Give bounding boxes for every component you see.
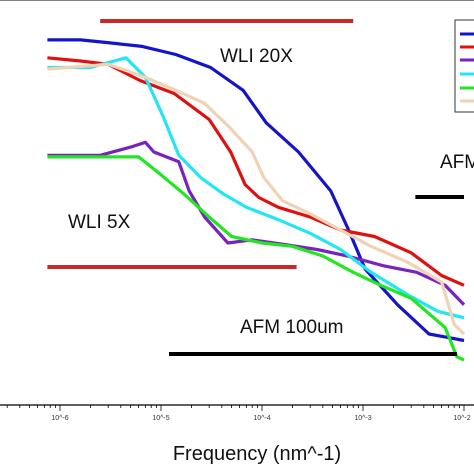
series-line: [47, 62, 466, 336]
series-layer: [47, 38, 466, 362]
series-line: [47, 56, 465, 287]
axes: [0, 0, 474, 406]
x-tick-label: 10^-5: [152, 415, 169, 422]
x-axis-label: Frequency (nm^-1): [173, 443, 341, 465]
series-line: [47, 140, 466, 306]
series-line: [47, 38, 465, 343]
range-label-afm: AFM: [440, 152, 474, 173]
series-line: [47, 155, 465, 362]
x-tick-label: 10^-3: [354, 415, 371, 422]
range-label-wli-5x: WLI 5X: [68, 212, 131, 233]
range-bars: [47, 19, 464, 356]
range-label-afm-100um: AFM 100um: [240, 317, 343, 338]
x-tick-label: 10^-2: [453, 415, 470, 422]
legend: [454, 19, 474, 113]
range-label-wli-20x: WLI 20X: [220, 46, 293, 67]
x-tick-label: 10^-4: [253, 415, 270, 422]
x-minor-ticks: [6, 405, 465, 411]
series-line: [47, 56, 465, 320]
x-tick-group: 10^-6 10^-5 10^-4 10^-3 10^-2: [51, 415, 470, 422]
x-tick-label: 10^-6: [51, 415, 68, 422]
